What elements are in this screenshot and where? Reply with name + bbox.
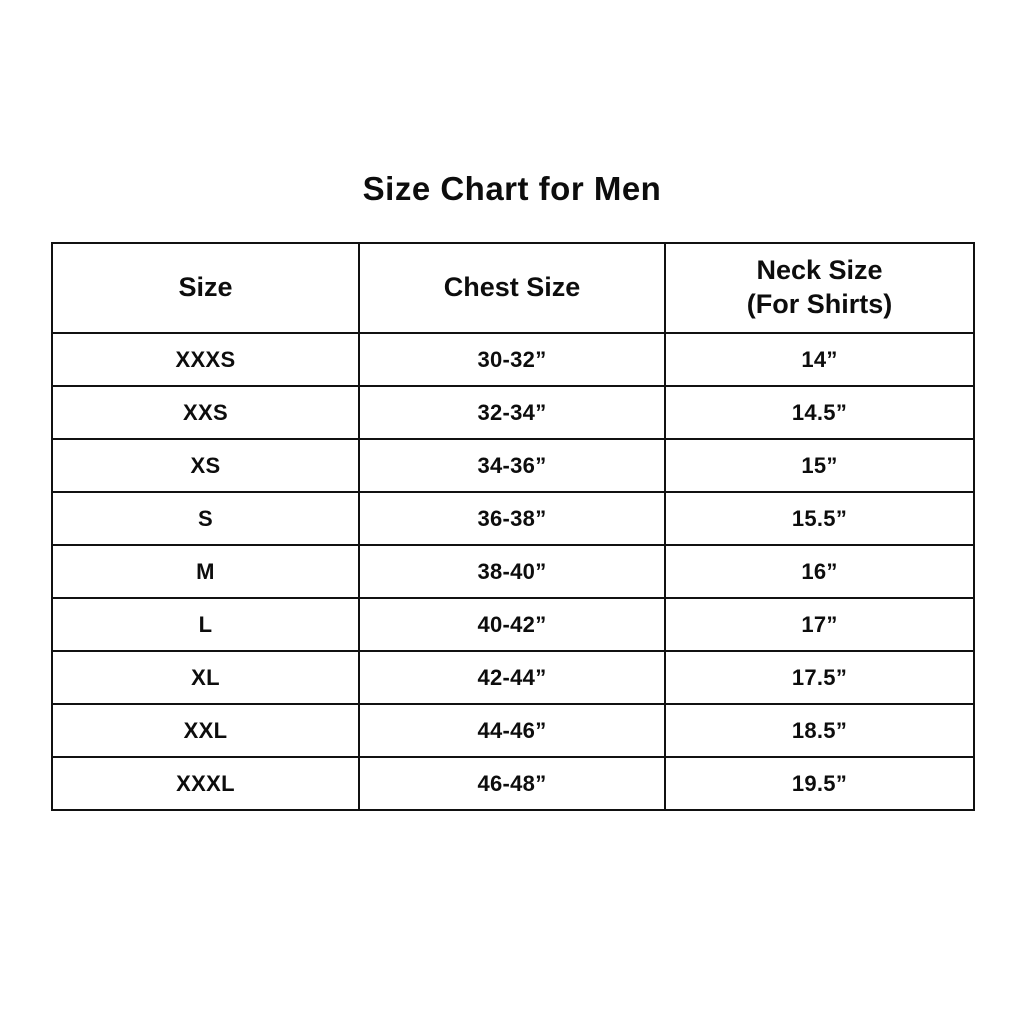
table-row: M 38-40” 16” — [51, 544, 975, 599]
table-row: XXS 32-34” 14.5” — [51, 385, 975, 440]
cell-size: XXL — [51, 703, 360, 758]
cell-chest: 44-46” — [358, 703, 666, 758]
cell-neck: 15.5” — [664, 491, 975, 546]
cell-size: XXXL — [51, 756, 360, 811]
cell-chest: 36-38” — [358, 491, 666, 546]
col-header-neck: Neck Size (For Shirts) — [664, 242, 975, 334]
table-header-row: Size Chest Size Neck Size (For Shirts) — [51, 242, 975, 334]
cell-size: XS — [51, 438, 360, 493]
cell-neck: 15” — [664, 438, 975, 493]
cell-neck: 17” — [664, 597, 975, 652]
cell-chest: 34-36” — [358, 438, 666, 493]
cell-neck: 14.5” — [664, 385, 975, 440]
cell-size: S — [51, 491, 360, 546]
cell-neck: 17.5” — [664, 650, 975, 705]
cell-chest: 32-34” — [358, 385, 666, 440]
cell-chest: 38-40” — [358, 544, 666, 599]
col-header-neck-line1: Neck Size — [756, 255, 883, 286]
cell-size: L — [51, 597, 360, 652]
table-row: XXXL 46-48” 19.5” — [51, 756, 975, 811]
cell-chest: 42-44” — [358, 650, 666, 705]
cell-chest: 40-42” — [358, 597, 666, 652]
col-header-neck-line2: (For Shirts) — [746, 289, 893, 319]
cell-size: XL — [51, 650, 360, 705]
table-row: S 36-38” 15.5” — [51, 491, 975, 546]
col-header-chest: Chest Size — [358, 242, 666, 334]
table-row: XS 34-36” 15” — [51, 438, 975, 493]
table-row: XL 42-44” 17.5” — [51, 650, 975, 705]
page-title: Size Chart for Men — [362, 170, 662, 207]
cell-chest: 46-48” — [358, 756, 666, 811]
cell-size: XXS — [51, 385, 360, 440]
size-chart-table: Size Chest Size Neck Size (For Shirts) X… — [51, 242, 975, 811]
cell-neck: 16” — [664, 544, 975, 599]
col-header-size: Size — [51, 242, 360, 334]
cell-size: XXXS — [51, 332, 360, 387]
cell-size: M — [51, 544, 360, 599]
cell-chest: 30-32” — [358, 332, 666, 387]
cell-neck: 14” — [664, 332, 975, 387]
table-row: L 40-42” 17” — [51, 597, 975, 652]
table-row: XXXS 30-32” 14” — [51, 332, 975, 387]
cell-neck: 18.5” — [664, 703, 975, 758]
table-row: XXL 44-46” 18.5” — [51, 703, 975, 758]
cell-neck: 19.5” — [664, 756, 975, 811]
